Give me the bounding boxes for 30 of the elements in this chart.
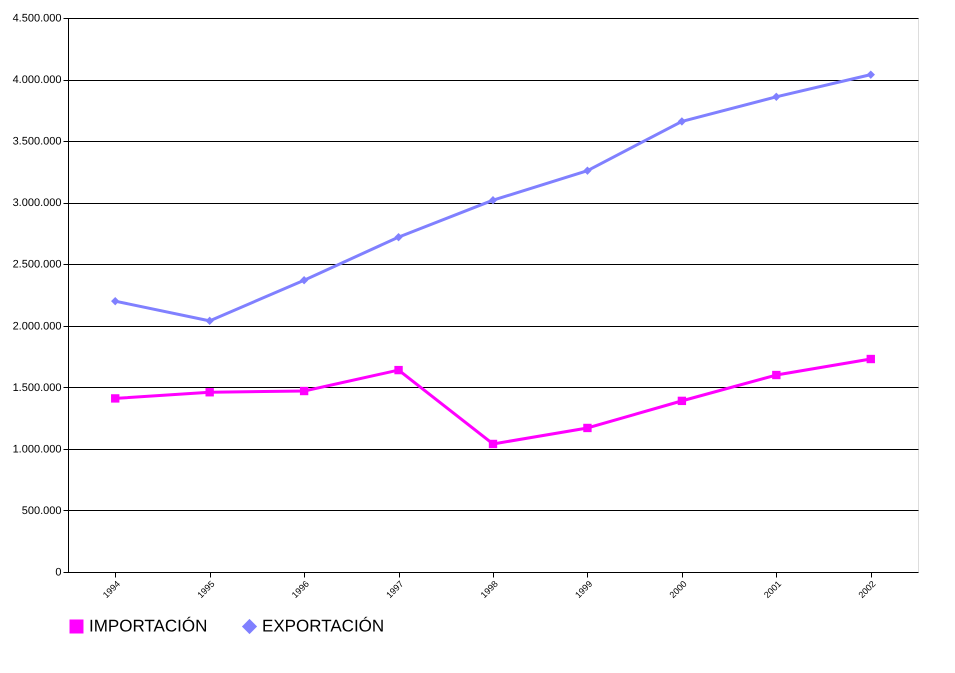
y-tick-label: 3.000.000 bbox=[12, 197, 62, 210]
y-tick-label: 1.000.000 bbox=[12, 443, 62, 456]
point bbox=[394, 232, 403, 242]
point bbox=[866, 70, 875, 79]
y-tick-label: 1.500.000 bbox=[12, 382, 62, 394]
point bbox=[205, 316, 214, 326]
legend-label: EXPORTACIÓN bbox=[262, 616, 384, 636]
point bbox=[488, 196, 498, 204]
y-tick-label: 500.000 bbox=[22, 504, 62, 517]
point bbox=[678, 396, 686, 406]
point bbox=[205, 388, 214, 396]
point bbox=[111, 296, 120, 306]
point bbox=[488, 440, 498, 448]
point bbox=[394, 366, 403, 374]
point bbox=[583, 166, 592, 175]
y-tick-label: 2.500.000 bbox=[12, 258, 62, 271]
point bbox=[772, 92, 781, 101]
y-tick-label: 4.500.000 bbox=[12, 12, 62, 24]
legend-label: IMPORTACIÓN bbox=[89, 616, 208, 636]
point bbox=[866, 354, 875, 364]
point bbox=[678, 117, 686, 126]
point bbox=[772, 370, 781, 380]
point bbox=[583, 424, 592, 432]
point bbox=[111, 394, 120, 403]
y-tick-label: 0 bbox=[55, 566, 62, 578]
y-tick-label: 3.500.000 bbox=[12, 136, 62, 148]
point bbox=[300, 276, 308, 284]
point bbox=[300, 386, 308, 396]
y-tick-label: 2.000.000 bbox=[12, 320, 62, 332]
y-tick-label: 4.000.000 bbox=[12, 74, 62, 86]
